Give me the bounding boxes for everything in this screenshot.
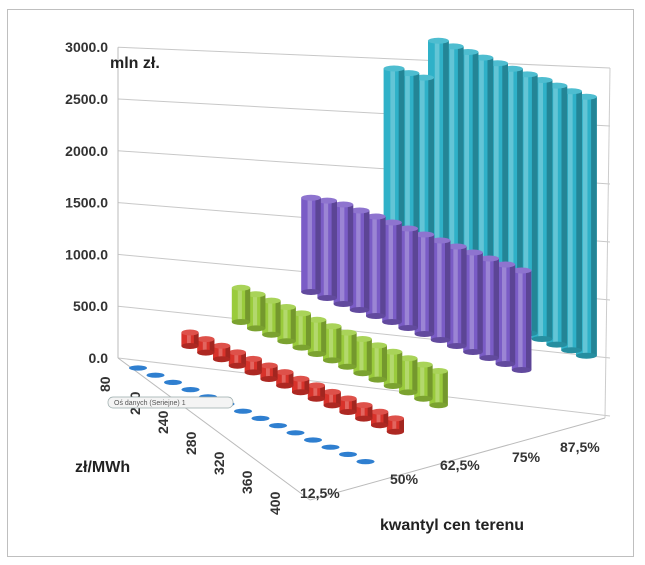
bar [368,342,387,383]
bar [276,369,294,389]
bar [231,284,251,325]
bar [247,291,266,332]
z-tick-label: 400 [267,491,283,515]
chart-border [7,9,634,557]
bar [234,408,252,414]
bar [301,194,321,295]
unit-label: mln zł. [110,55,160,72]
z-tick-label: 360 [239,470,255,494]
bar [366,213,386,319]
z-axis-title: zł/MWh [75,459,130,476]
y-tick-label: 2500.0 [65,91,108,107]
bar [286,430,305,436]
bar [333,201,354,307]
bar [383,348,403,389]
bar [382,219,402,325]
y-tick-label: 2000.0 [65,143,108,159]
bar [197,336,215,356]
bar [339,395,357,415]
bar [323,388,341,409]
y-tick-label: 3000.0 [65,39,108,55]
bar [307,316,327,357]
bar [277,304,296,345]
bars [129,37,597,465]
bar [323,323,342,364]
bar [495,261,516,367]
y-tick-label: 500.0 [73,298,108,314]
bar [251,415,270,421]
right-wall-edge [604,67,611,419]
bar [228,349,246,369]
bar [463,249,483,355]
x-axis-title: kwantyl cen terenu [380,517,524,534]
z-tick-label: 320 [211,451,227,475]
floor-edge-front [309,417,606,501]
bar [321,444,340,450]
bar [317,197,338,301]
bar [356,459,375,465]
z-tick-label: 280 [183,431,199,455]
x-tick-label: 50% [390,471,419,487]
bar [292,310,311,351]
bar [292,375,310,396]
bar [479,255,500,361]
bar [339,451,357,457]
bar [399,355,418,396]
series-row-1 [181,329,404,435]
bar [338,329,357,370]
bar [260,362,278,382]
bar [244,355,262,376]
series-row-2 [231,284,448,409]
gridline-back [117,357,611,417]
z-tick-label: 80 [97,376,113,392]
bar [429,368,448,409]
bar [181,387,200,393]
x-tick-label: 62,5% [440,457,480,473]
tooltip-chip: Oś danych (Seriejne) 1 [107,396,234,409]
x-axis-ticks: 12,5% 50% 62,5% 75% 87,5% [300,439,600,501]
bar [146,372,165,378]
series-row-3 [301,194,532,373]
bar [511,267,532,373]
floor-edge-left [117,357,311,501]
bar [371,408,389,429]
bar [181,329,199,349]
bar [447,243,467,349]
bar [414,231,435,337]
y-axis-ticks: 0.0 500.0 1000.0 1500.0 2000.0 2500.0 3000.0 [65,39,108,366]
bar [269,423,287,429]
y-tick-label: 1000.0 [65,246,108,262]
x-tick-label: 75% [512,449,541,465]
bar [307,382,325,402]
bar [349,207,370,313]
bar [430,237,451,343]
z-tick-label: 240 [155,410,171,434]
bar [213,342,231,363]
bar [304,437,322,443]
y-tick-label: 0.0 [89,350,109,366]
bar [353,336,372,377]
x-tick-label: 12,5% [300,485,340,501]
x-tick-label: 87,5% [560,439,600,455]
bar [398,225,419,331]
tooltip-text: Oś danych (Seriejne) 1 [114,400,186,407]
bar [164,379,182,385]
bar [414,361,433,402]
bar [386,415,404,435]
bar [262,297,281,338]
bar [129,365,147,371]
y-tick-label: 1500.0 [65,195,108,211]
gridline-back [117,46,611,69]
bar [355,402,373,422]
